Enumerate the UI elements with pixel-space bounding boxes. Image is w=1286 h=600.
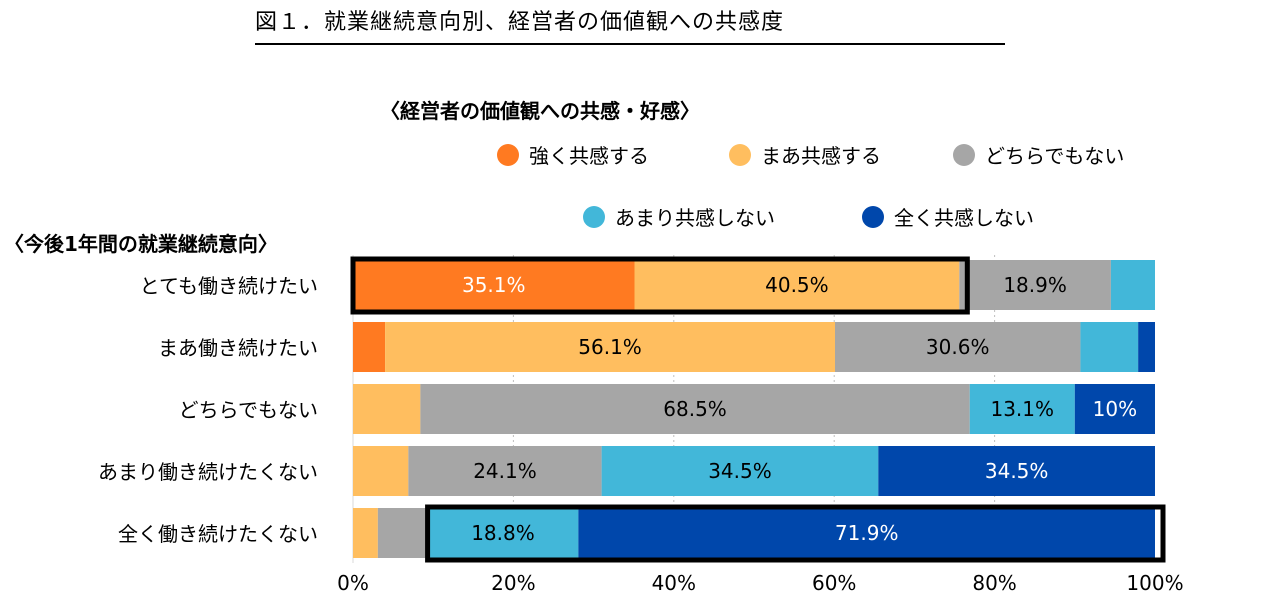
bar-segment-strong-disagree xyxy=(578,508,1155,558)
bar-segment-neutral xyxy=(835,322,1081,372)
highlight-box xyxy=(425,504,1166,563)
bar-segment-somewhat-disagree xyxy=(1110,260,1155,310)
data-label: 34.5% xyxy=(708,459,772,483)
bar-segment-neutral xyxy=(377,508,428,558)
bar-segment-somewhat-agree xyxy=(353,446,409,496)
bar-segment-strong-disagree xyxy=(1138,322,1155,372)
x-tick-label: 40% xyxy=(652,571,696,595)
title-underline xyxy=(255,43,1005,45)
legend-swatch-strong-disagree xyxy=(862,205,884,228)
data-label: 40.5% xyxy=(765,273,829,297)
legend-label-strong-agree: 強く共感する xyxy=(529,144,649,168)
legend-label-strong-disagree: 全く共感しない xyxy=(894,206,1034,230)
bar-segment-somewhat-disagree xyxy=(601,446,879,496)
highlight-box xyxy=(350,256,970,315)
bar-segment-strong-agree xyxy=(353,322,386,372)
data-label: 10% xyxy=(1093,397,1137,421)
legend-label-somewhat-disagree: あまり共感しない xyxy=(615,206,775,230)
x-tick-label: 80% xyxy=(972,571,1016,595)
x-tick-label: 0% xyxy=(337,571,369,595)
figure-title: 図１．就業継続意向別、経営者の価値観への共感度 xyxy=(255,10,785,35)
category-label: どちらでもない xyxy=(179,398,318,422)
data-label: 18.8% xyxy=(471,521,535,545)
legend-label-somewhat-agree: まあ共感する xyxy=(761,144,881,168)
bar-segment-somewhat-agree xyxy=(353,384,421,434)
category-label: 全く働き続けたくない xyxy=(118,522,318,546)
x-tick-label: 60% xyxy=(812,571,856,595)
bar-segment-neutral xyxy=(420,384,970,434)
data-label: 34.5% xyxy=(985,459,1049,483)
x-tick-label: 100% xyxy=(1126,571,1183,595)
bar-segment-somewhat-disagree xyxy=(969,384,1075,434)
data-label: 13.1% xyxy=(990,397,1054,421)
legend-item-neutral: どちらでもない xyxy=(953,140,1124,169)
legend-swatch-somewhat-agree xyxy=(729,143,751,166)
x-tick-label: 20% xyxy=(491,571,535,595)
category-label: あまり働き続けたくない xyxy=(98,460,318,484)
bar-segment-strong-disagree xyxy=(878,446,1155,496)
data-label: 18.9% xyxy=(1003,273,1067,297)
bar-segment-neutral xyxy=(408,446,602,496)
category-axis-title: 〈今後1年間の就業継続意向〉 xyxy=(4,232,278,256)
category-label: まあ働き続けたい xyxy=(158,336,318,360)
bar-segment-somewhat-disagree xyxy=(1080,322,1139,372)
chart-subtitle: 〈経営者の価値観への共感・好感〉 xyxy=(380,99,700,123)
bar-segment-somewhat-agree xyxy=(353,508,378,558)
data-label: 68.5% xyxy=(663,397,727,421)
bar-segment-somewhat-disagree xyxy=(427,508,579,558)
legend-item-strong-disagree: 全く共感しない xyxy=(862,202,1034,231)
category-label: とても働き続けたい xyxy=(140,274,318,298)
data-label: 56.1% xyxy=(578,335,642,359)
bar-segment-somewhat-agree xyxy=(634,260,960,310)
data-label: 35.1% xyxy=(462,273,526,297)
legend-swatch-strong-agree xyxy=(497,143,519,166)
legend-swatch-somewhat-disagree xyxy=(583,205,605,228)
legend-item-somewhat-disagree: あまり共感しない xyxy=(583,202,775,231)
bar-segment-neutral xyxy=(959,260,1111,310)
bar-segment-strong-agree xyxy=(353,260,635,310)
data-label: 30.6% xyxy=(926,335,990,359)
legend-swatch-neutral xyxy=(953,143,975,166)
legend-item-somewhat-agree: まあ共感する xyxy=(729,140,881,169)
legend-item-strong-agree: 強く共感する xyxy=(497,140,649,169)
bar-segment-strong-disagree xyxy=(1074,384,1155,434)
data-label: 71.9% xyxy=(835,521,899,545)
data-label: 24.1% xyxy=(473,459,537,483)
bar-segment-somewhat-agree xyxy=(385,322,836,372)
legend-label-neutral: どちらでもない xyxy=(985,144,1125,168)
